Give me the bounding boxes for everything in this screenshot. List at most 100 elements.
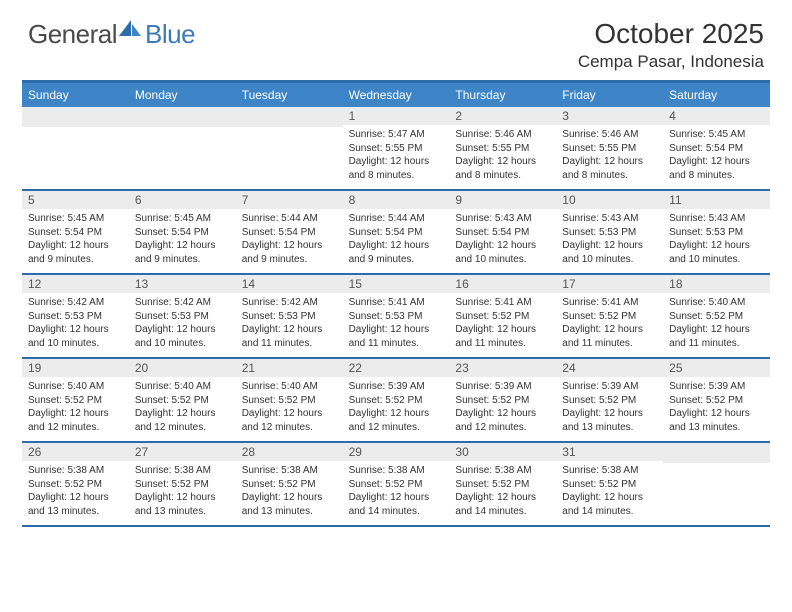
daylight-text: Daylight: 12 hours and 11 minutes. <box>562 323 657 350</box>
day-details: Sunrise: 5:42 AMSunset: 5:53 PMDaylight:… <box>236 293 343 353</box>
week-row: 26Sunrise: 5:38 AMSunset: 5:52 PMDayligh… <box>22 443 770 527</box>
sunset-text: Sunset: 5:54 PM <box>135 226 230 240</box>
day-details: Sunrise: 5:43 AMSunset: 5:53 PMDaylight:… <box>556 209 663 269</box>
day-details: Sunrise: 5:39 AMSunset: 5:52 PMDaylight:… <box>449 377 556 437</box>
sunset-text: Sunset: 5:55 PM <box>562 142 657 156</box>
day-details: Sunrise: 5:47 AMSunset: 5:55 PMDaylight:… <box>343 125 450 185</box>
sunrise-text: Sunrise: 5:38 AM <box>242 464 337 478</box>
sunset-text: Sunset: 5:52 PM <box>349 394 444 408</box>
day-number: 21 <box>236 359 343 377</box>
sunrise-text: Sunrise: 5:38 AM <box>455 464 550 478</box>
day-details: Sunrise: 5:38 AMSunset: 5:52 PMDaylight:… <box>129 461 236 521</box>
daylight-text: Daylight: 12 hours and 13 minutes. <box>135 491 230 518</box>
sunrise-text: Sunrise: 5:42 AM <box>242 296 337 310</box>
day-cell: 22Sunrise: 5:39 AMSunset: 5:52 PMDayligh… <box>343 359 450 441</box>
day-header-sunday: Sunday <box>22 83 129 107</box>
day-cell: 19Sunrise: 5:40 AMSunset: 5:52 PMDayligh… <box>22 359 129 441</box>
sunrise-text: Sunrise: 5:44 AM <box>349 212 444 226</box>
day-number: 26 <box>22 443 129 461</box>
brand-text-blue: Blue <box>145 19 195 50</box>
day-number: 28 <box>236 443 343 461</box>
daylight-text: Daylight: 12 hours and 11 minutes. <box>455 323 550 350</box>
sunrise-text: Sunrise: 5:45 AM <box>135 212 230 226</box>
sunrise-text: Sunrise: 5:41 AM <box>562 296 657 310</box>
daylight-text: Daylight: 12 hours and 12 minutes. <box>455 407 550 434</box>
sunset-text: Sunset: 5:52 PM <box>562 394 657 408</box>
daylight-text: Daylight: 12 hours and 13 minutes. <box>669 407 764 434</box>
day-cell: 9Sunrise: 5:43 AMSunset: 5:54 PMDaylight… <box>449 191 556 273</box>
day-number: 11 <box>663 191 770 209</box>
day-details: Sunrise: 5:41 AMSunset: 5:52 PMDaylight:… <box>449 293 556 353</box>
day-number: 17 <box>556 275 663 293</box>
day-details: Sunrise: 5:38 AMSunset: 5:52 PMDaylight:… <box>449 461 556 521</box>
day-cell: 23Sunrise: 5:39 AMSunset: 5:52 PMDayligh… <box>449 359 556 441</box>
day-number: 19 <box>22 359 129 377</box>
daylight-text: Daylight: 12 hours and 9 minutes. <box>28 239 123 266</box>
sunset-text: Sunset: 5:53 PM <box>562 226 657 240</box>
day-cell: 16Sunrise: 5:41 AMSunset: 5:52 PMDayligh… <box>449 275 556 357</box>
sunset-text: Sunset: 5:52 PM <box>135 394 230 408</box>
day-number: 5 <box>22 191 129 209</box>
day-cell <box>236 107 343 189</box>
sunrise-text: Sunrise: 5:47 AM <box>349 128 444 142</box>
day-number: 29 <box>343 443 450 461</box>
day-header-thursday: Thursday <box>449 83 556 107</box>
day-cell: 28Sunrise: 5:38 AMSunset: 5:52 PMDayligh… <box>236 443 343 525</box>
day-number: 30 <box>449 443 556 461</box>
sunset-text: Sunset: 5:52 PM <box>242 478 337 492</box>
day-number: 9 <box>449 191 556 209</box>
sunrise-text: Sunrise: 5:44 AM <box>242 212 337 226</box>
empty-day-number <box>129 107 236 127</box>
day-details: Sunrise: 5:42 AMSunset: 5:53 PMDaylight:… <box>129 293 236 353</box>
day-number: 8 <box>343 191 450 209</box>
day-cell <box>22 107 129 189</box>
day-header-friday: Friday <box>556 83 663 107</box>
day-details: Sunrise: 5:39 AMSunset: 5:52 PMDaylight:… <box>663 377 770 437</box>
day-cell: 27Sunrise: 5:38 AMSunset: 5:52 PMDayligh… <box>129 443 236 525</box>
sunrise-text: Sunrise: 5:39 AM <box>669 380 764 394</box>
daylight-text: Daylight: 12 hours and 14 minutes. <box>349 491 444 518</box>
day-cell: 10Sunrise: 5:43 AMSunset: 5:53 PMDayligh… <box>556 191 663 273</box>
day-details: Sunrise: 5:44 AMSunset: 5:54 PMDaylight:… <box>343 209 450 269</box>
sunrise-text: Sunrise: 5:46 AM <box>455 128 550 142</box>
sunset-text: Sunset: 5:52 PM <box>455 310 550 324</box>
sunrise-text: Sunrise: 5:43 AM <box>562 212 657 226</box>
day-details: Sunrise: 5:42 AMSunset: 5:53 PMDaylight:… <box>22 293 129 353</box>
day-cell: 25Sunrise: 5:39 AMSunset: 5:52 PMDayligh… <box>663 359 770 441</box>
sunrise-text: Sunrise: 5:41 AM <box>455 296 550 310</box>
week-row: 1Sunrise: 5:47 AMSunset: 5:55 PMDaylight… <box>22 107 770 191</box>
day-header-saturday: Saturday <box>663 83 770 107</box>
day-number: 20 <box>129 359 236 377</box>
day-details: Sunrise: 5:39 AMSunset: 5:52 PMDaylight:… <box>556 377 663 437</box>
day-cell: 31Sunrise: 5:38 AMSunset: 5:52 PMDayligh… <box>556 443 663 525</box>
day-cell <box>663 443 770 525</box>
daylight-text: Daylight: 12 hours and 11 minutes. <box>349 323 444 350</box>
sunset-text: Sunset: 5:54 PM <box>349 226 444 240</box>
sunrise-text: Sunrise: 5:45 AM <box>28 212 123 226</box>
day-number: 27 <box>129 443 236 461</box>
sunset-text: Sunset: 5:52 PM <box>455 478 550 492</box>
day-number: 12 <box>22 275 129 293</box>
sunrise-text: Sunrise: 5:38 AM <box>349 464 444 478</box>
day-number: 15 <box>343 275 450 293</box>
day-details: Sunrise: 5:38 AMSunset: 5:52 PMDaylight:… <box>22 461 129 521</box>
day-cell: 21Sunrise: 5:40 AMSunset: 5:52 PMDayligh… <box>236 359 343 441</box>
sunset-text: Sunset: 5:55 PM <box>349 142 444 156</box>
daylight-text: Daylight: 12 hours and 10 minutes. <box>455 239 550 266</box>
daylight-text: Daylight: 12 hours and 14 minutes. <box>562 491 657 518</box>
daylight-text: Daylight: 12 hours and 10 minutes. <box>28 323 123 350</box>
day-number: 10 <box>556 191 663 209</box>
daylight-text: Daylight: 12 hours and 11 minutes. <box>669 323 764 350</box>
sunset-text: Sunset: 5:54 PM <box>455 226 550 240</box>
day-details: Sunrise: 5:38 AMSunset: 5:52 PMDaylight:… <box>236 461 343 521</box>
sunrise-text: Sunrise: 5:39 AM <box>455 380 550 394</box>
day-details: Sunrise: 5:45 AMSunset: 5:54 PMDaylight:… <box>663 125 770 185</box>
day-number: 6 <box>129 191 236 209</box>
daylight-text: Daylight: 12 hours and 12 minutes. <box>349 407 444 434</box>
empty-day-number <box>663 443 770 463</box>
sunrise-text: Sunrise: 5:38 AM <box>28 464 123 478</box>
week-row: 19Sunrise: 5:40 AMSunset: 5:52 PMDayligh… <box>22 359 770 443</box>
day-number: 13 <box>129 275 236 293</box>
day-details: Sunrise: 5:40 AMSunset: 5:52 PMDaylight:… <box>663 293 770 353</box>
day-number: 24 <box>556 359 663 377</box>
